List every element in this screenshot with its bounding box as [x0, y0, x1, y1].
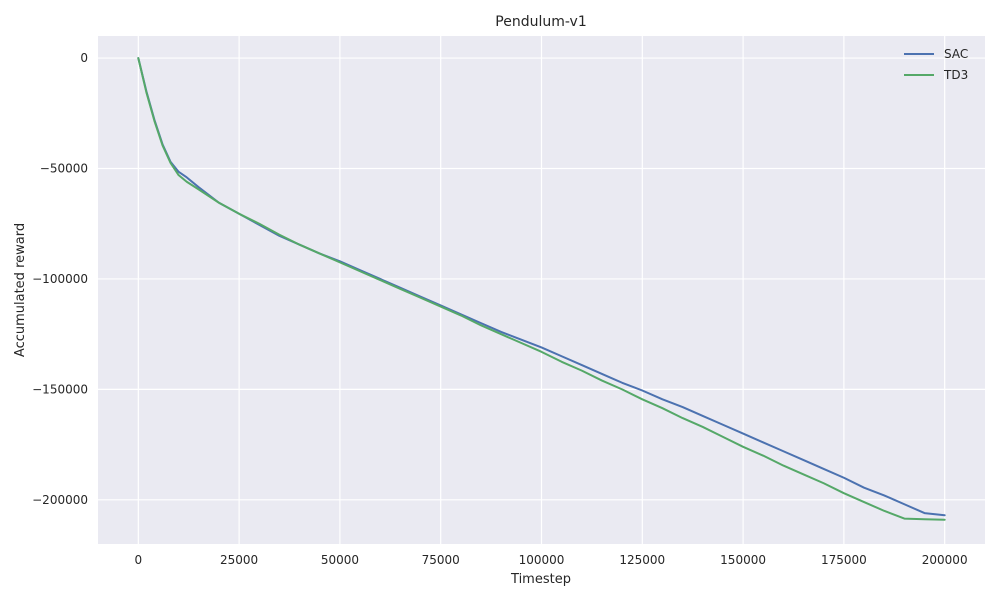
legend-label-sac: SAC [944, 47, 968, 61]
x-tick-label: 0 [134, 553, 142, 567]
y-tick-label: −100000 [32, 272, 88, 286]
x-tick-label: 175000 [821, 553, 867, 567]
legend-label-td3: TD3 [943, 68, 968, 82]
series-layer [137, 57, 946, 521]
y-tick-label: −150000 [32, 382, 88, 396]
grid [98, 36, 985, 544]
x-tick-label: 75000 [422, 553, 460, 567]
y-ticks: 0 −50000 −100000 −150000 −200000 [32, 51, 88, 507]
x-tick-label: 25000 [220, 553, 258, 567]
x-tick-label: 150000 [720, 553, 766, 567]
series-line-td3 [137, 57, 946, 521]
x-axis-label: Timestep [510, 572, 571, 587]
y-tick-label: 0 [80, 51, 88, 65]
x-tick-label: 50000 [321, 553, 359, 567]
x-tick-label: 200000 [922, 553, 968, 567]
y-tick-label: −50000 [40, 162, 88, 176]
x-ticks: 0 25000 50000 75000 100000 125000 150000 175000… [134, 553, 967, 567]
y-axis-label: Accumulated reward [13, 223, 28, 357]
x-tick-label: 125000 [619, 553, 665, 567]
legend: SAC TD3 [904, 47, 968, 82]
x-tick-label: 100000 [519, 553, 565, 567]
y-tick-label: −200000 [32, 493, 88, 507]
series-line-sac [137, 57, 946, 517]
chart-title: Pendulum-v1 [495, 14, 586, 30]
